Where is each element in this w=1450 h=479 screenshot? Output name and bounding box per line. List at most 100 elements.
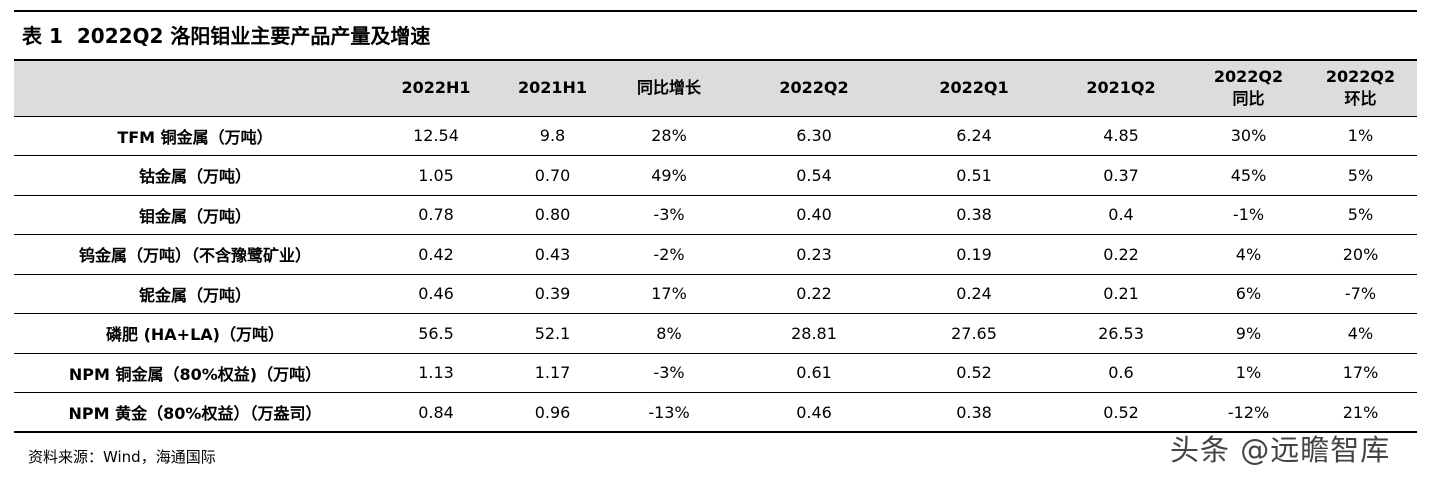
table-cell: 4.85	[1103, 126, 1139, 146]
header-line1: 2021Q2	[1086, 78, 1156, 98]
table-cell: 17%	[651, 284, 687, 304]
table-cell: 1%	[1347, 126, 1374, 146]
table-title-label: 表 1	[22, 24, 63, 48]
table-cell: 12.54	[413, 126, 459, 146]
header-cell: 2022H1	[376, 60, 496, 116]
table-cell: 6%	[1235, 284, 1262, 304]
table-cell: 1.05	[418, 165, 454, 185]
row-label: 钨金属（万吨）（不含豫鹭矿业）	[78, 246, 311, 266]
row-label: TFM 铜金属（万吨）	[117, 127, 273, 147]
table-cell: 9.8	[539, 126, 566, 146]
table-cell: 0.21	[1103, 284, 1139, 304]
table-cell: 49%	[651, 165, 687, 185]
table-cell: 0.6	[1108, 363, 1134, 383]
table-cell: 0.37	[1103, 165, 1139, 185]
table-cell: 0.19	[956, 244, 992, 264]
header-cell: 2021Q2	[1049, 60, 1193, 116]
table-cell: 8%	[656, 323, 682, 343]
header-cell: 2022Q1	[899, 60, 1049, 116]
table-cell: 0.39	[534, 284, 571, 304]
table-cell: -12%	[1227, 402, 1270, 422]
table-row: NPM 黄金（80%权益）（万盎司） 0.84 0.96 -13% 0.46 0.38 0.…	[14, 393, 1417, 432]
header-cell: 2022Q2	[729, 60, 899, 116]
table-cell: -7%	[1344, 284, 1377, 304]
table-cell: 20%	[1342, 244, 1379, 264]
table-cell: 0.54	[796, 165, 832, 185]
header-row: 2022H1 2021H1 同比增长 2022Q2 2022Q1 2021Q2 2022Q2…	[14, 60, 1417, 116]
table-cell: 0.51	[956, 165, 992, 185]
table-cell: 0.38	[956, 205, 992, 225]
table-cell: 0.38	[956, 402, 992, 422]
table-cell: 9%	[1235, 323, 1262, 343]
table-cell: 1.17	[534, 363, 571, 383]
table-cell: 26.53	[1098, 323, 1144, 343]
table-title-text: 2022Q2 洛阳钼业主要产品产量及增速	[76, 24, 431, 48]
table-cell: -1%	[1232, 205, 1265, 225]
header-line1: 同比增长	[636, 78, 701, 98]
table-cell: 0.52	[956, 363, 992, 383]
table-cell: 6.24	[956, 126, 992, 146]
table-cell: 0.78	[418, 205, 454, 225]
source-note: 资料来源：Wind，海通国际	[28, 448, 216, 466]
header-line2: 同比	[1232, 89, 1265, 109]
table-row: NPM 铜金属（80%权益)（万吨） 1.13 1.17 -3% 0.61 0.52 0.6…	[14, 353, 1417, 393]
table-row: 钼金属（万吨） 0.78 0.80 -3% 0.40 0.38 0.4 -1% 5%	[14, 195, 1417, 235]
table-cell: 0.23	[796, 244, 832, 264]
table-cell: 5%	[1347, 165, 1374, 185]
table-cell: 5%	[1347, 205, 1374, 225]
table-cell: -3%	[653, 363, 685, 383]
table-cell: 0.4	[1108, 205, 1134, 225]
row-label: 钴金属（万吨）	[138, 167, 251, 187]
top-rule	[14, 10, 1417, 12]
header-line1: 2022H1	[401, 78, 471, 98]
header-cell: 同比增长	[609, 60, 729, 116]
table-row: TFM 铜金属（万吨） 12.54 9.8 28% 6.30 6.24 4.85 30% 1%	[14, 116, 1417, 156]
table-cell: 0.43	[534, 244, 571, 264]
row-label: 钼金属（万吨）	[138, 206, 251, 226]
table-cell: 17%	[1342, 363, 1379, 383]
table-cell: -13%	[648, 402, 690, 422]
table-cell: 56.5	[418, 323, 454, 343]
table-body: TFM 铜金属（万吨） 12.54 9.8 28% 6.30 6.24 4.85 30% 1% 钴…	[14, 116, 1417, 432]
header-line1: 2022Q2	[779, 78, 849, 98]
table-cell: 45%	[1230, 165, 1267, 185]
table-cell: 27.65	[951, 323, 997, 343]
table-cell: 21%	[1342, 402, 1379, 422]
table-cell: 0.40	[796, 205, 832, 225]
header-line2: 环比	[1344, 89, 1377, 109]
table-cell: -2%	[653, 244, 685, 264]
table-cell: 6.30	[796, 126, 832, 146]
table-row: 钨金属（万吨）（不含豫鹭矿业） 0.42 0.43 -2% 0.23 0.19 0.22 4%…	[14, 235, 1417, 274]
table-cell: 52.1	[534, 323, 571, 343]
row-label: 铌金属（万吨）	[138, 285, 251, 305]
table-row: 钴金属（万吨） 1.05 0.70 49% 0.54 0.51 0.37 45% 5%	[14, 156, 1417, 195]
table-cell: 0.70	[534, 165, 571, 185]
header-line1: 2022Q2	[1213, 67, 1284, 87]
table-cell: -3%	[653, 205, 685, 225]
table-cell: 0.52	[1103, 402, 1139, 422]
row-label: NPM 黄金（80%权益）（万盎司）	[68, 404, 322, 423]
table-cell: 0.84	[418, 402, 454, 422]
table-row: 磷肥 (HA+LA)（万吨） 56.5 52.1 8% 28.81 27.65 26.53 9…	[14, 314, 1417, 353]
table-cell: 28%	[651, 126, 687, 146]
production-table: 2022H1 2021H1 同比增长 2022Q2 2022Q1 2021Q2 2022Q2…	[14, 59, 1417, 433]
header-cell: 2021H1	[496, 60, 609, 116]
row-label: NPM 铜金属（80%权益)（万吨）	[68, 364, 322, 384]
table-cell: 30%	[1230, 126, 1267, 146]
table-cell: 0.24	[956, 284, 992, 304]
header-line1: 2022Q2	[1325, 67, 1396, 87]
table-cell: 1.13	[418, 363, 454, 383]
table-cell: 28.81	[791, 323, 837, 343]
table-cell: 4%	[1347, 323, 1374, 343]
header-line1: 2022Q1	[939, 78, 1009, 98]
table-cell: 0.46	[796, 402, 832, 422]
watermark: 头条 @远瞻智库	[1170, 433, 1391, 467]
header-cell: 2022Q2 同比	[1193, 60, 1304, 116]
header-line1: 2021H1	[517, 78, 588, 98]
table-row: 铌金属（万吨） 0.46 0.39 17% 0.22 0.24 0.21 6% -7%	[14, 274, 1417, 314]
table-cell: 0.80	[534, 205, 571, 225]
table-cell: 0.42	[418, 244, 454, 264]
header-cell-empty	[14, 60, 376, 116]
table-cell: 0.96	[534, 402, 571, 422]
row-label: 磷肥 (HA+LA)（万吨）	[106, 325, 284, 345]
